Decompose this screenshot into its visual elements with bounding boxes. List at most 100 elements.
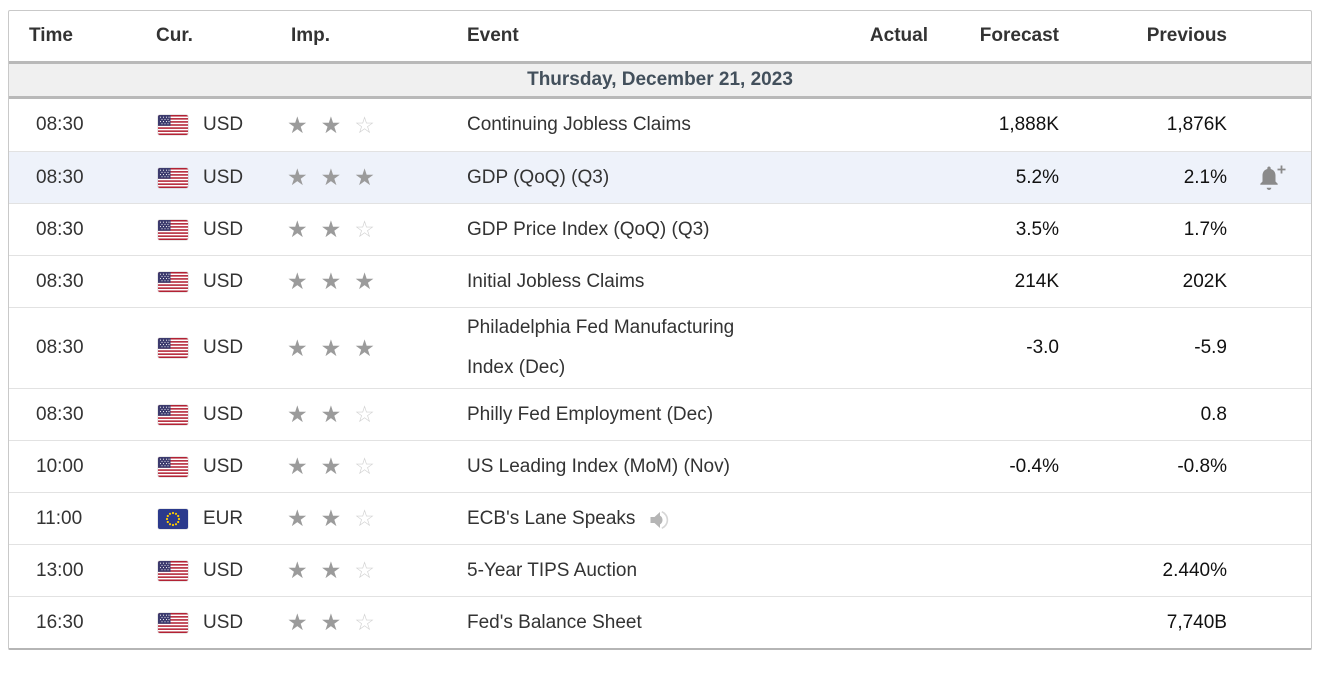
event-currency-cell: USD (131, 219, 271, 241)
header-importance: Imp. (291, 25, 331, 46)
event-row[interactable]: 08:30 (9, 203, 1311, 255)
importance-stars: ★ ★ ★ (271, 334, 441, 361)
currency-label: EUR (203, 507, 244, 529)
importance-stars: ★ ★ ☆ (271, 455, 441, 478)
star-icon: ★ (287, 453, 308, 479)
previous-value: 202K (1182, 270, 1227, 292)
importance-stars: ★ ★ ☆ (271, 559, 441, 582)
event-row[interactable]: 08:30 (9, 99, 1311, 151)
star-icon: ★ (287, 401, 308, 427)
date-header-label: Thursday, December 21, 2023 (527, 69, 793, 90)
star-icon: ★ (320, 609, 342, 635)
importance-stars: ★ ★ ★ (271, 270, 441, 293)
us-flag-icon (158, 271, 188, 292)
us-flag-icon (158, 115, 188, 135)
event-time: 08:30 (36, 218, 84, 240)
alert-bell-plus-icon[interactable] (1256, 164, 1288, 191)
event-currency-cell: USD (131, 167, 271, 189)
star-icon: ☆ (354, 401, 375, 427)
currency-label: USD (203, 270, 244, 292)
event-link[interactable]: ECB's Lane Speaks (467, 507, 636, 529)
currency-label: USD (203, 166, 244, 188)
event-time: 16:30 (36, 611, 84, 633)
event-row[interactable]: 08:30 (9, 307, 1311, 388)
us-flag-icon (158, 404, 188, 425)
header-previous: Previous (1146, 25, 1227, 46)
star-icon: ★ (320, 216, 342, 242)
importance-stars: ★ ★ ☆ (271, 218, 441, 241)
event-time: 11:00 (36, 507, 83, 529)
event-name-cell: ECB's Lane Speaks (441, 499, 821, 539)
event-name-cell: Fed's Balance Sheet (441, 603, 821, 643)
importance-stars: ★ ★ ☆ (271, 111, 441, 138)
event-link[interactable]: Fed's Balance Sheet (467, 611, 642, 633)
eu-flag-icon (158, 508, 188, 529)
star-icon: ★ (287, 334, 308, 361)
star-icon: ☆ (354, 609, 375, 635)
previous-value: -0.8% (1177, 455, 1227, 477)
star-icon: ★ (320, 334, 342, 361)
event-time: 08:30 (36, 337, 84, 358)
star-icon: ★ (320, 111, 342, 138)
star-icon: ☆ (354, 453, 375, 479)
star-icon: ☆ (354, 557, 375, 583)
star-icon: ★ (287, 111, 308, 138)
event-currency-cell: USD (131, 114, 271, 136)
event-currency-cell: USD (131, 404, 271, 426)
economic-calendar-table: Time Cur. Imp. Event Actual Forecast Pre… (8, 10, 1312, 650)
currency-label: USD (203, 403, 244, 425)
previous-value: 7,740B (1166, 611, 1227, 633)
forecast-value: 1,888K (998, 114, 1059, 135)
event-row[interactable]: 08:30 (9, 388, 1311, 440)
previous-value: 1,876K (1166, 114, 1227, 135)
event-currency-cell: USD (131, 337, 271, 359)
star-icon: ★ (287, 164, 308, 190)
star-icon: ★ (320, 268, 342, 294)
header-currency: Cur. (156, 25, 193, 46)
event-time: 10:00 (36, 455, 84, 477)
event-row[interactable]: 16:30 (9, 596, 1311, 648)
star-icon: ★ (320, 505, 342, 531)
event-link[interactable]: Philly Fed Employment (Dec) (467, 403, 714, 425)
header-forecast: Forecast (979, 25, 1059, 46)
importance-stars: ★ ★ ☆ (271, 611, 441, 634)
previous-value: -5.9 (1194, 337, 1227, 358)
event-name-cell: US Leading Index (MoM) (Nov) (441, 447, 821, 487)
importance-stars: ★ ★ ★ (271, 166, 441, 189)
event-link[interactable]: GDP (QoQ) (Q3) (467, 166, 610, 188)
header-event: Event (467, 25, 519, 46)
star-icon: ☆ (354, 216, 375, 242)
star-icon: ★ (320, 453, 342, 479)
event-row[interactable]: 08:30 (9, 255, 1311, 307)
us-flag-icon (158, 612, 188, 633)
event-row[interactable]: 11:00 (9, 492, 1311, 544)
event-link[interactable]: Initial Jobless Claims (467, 270, 645, 292)
date-header-row: Thursday, December 21, 2023 (9, 61, 1311, 99)
us-flag-icon (158, 456, 188, 477)
forecast-value: -3.0 (1026, 337, 1059, 358)
event-row[interactable]: 10:00 (9, 440, 1311, 492)
currency-label: USD (203, 337, 244, 358)
currency-label: USD (203, 218, 244, 240)
previous-value: 0.8 (1200, 403, 1227, 425)
star-icon: ★ (320, 557, 342, 583)
event-link[interactable]: US Leading Index (MoM) (Nov) (467, 455, 730, 477)
event-link[interactable]: GDP Price Index (QoQ) (Q3) (467, 218, 710, 240)
currency-label: USD (203, 114, 244, 135)
us-flag-icon (158, 167, 188, 188)
star-icon: ★ (287, 505, 308, 531)
event-row[interactable]: 08:30 (9, 151, 1311, 203)
event-name-cell: 5-Year TIPS Auction (441, 551, 821, 591)
forecast-value: 3.5% (1015, 218, 1059, 240)
event-link[interactable]: 5-Year TIPS Auction (467, 559, 638, 581)
star-icon: ★ (354, 164, 375, 190)
event-link[interactable]: Philadelphia Fed Manufacturing Index (De… (467, 317, 735, 378)
us-flag-icon (158, 219, 188, 240)
header-actual: Actual (869, 25, 928, 46)
star-icon: ☆ (354, 505, 375, 531)
us-flag-icon (158, 338, 188, 358)
currency-label: USD (203, 559, 244, 581)
event-row[interactable]: 13:00 (9, 544, 1311, 596)
event-link[interactable]: Continuing Jobless Claims (467, 114, 691, 135)
star-icon: ★ (354, 268, 375, 294)
